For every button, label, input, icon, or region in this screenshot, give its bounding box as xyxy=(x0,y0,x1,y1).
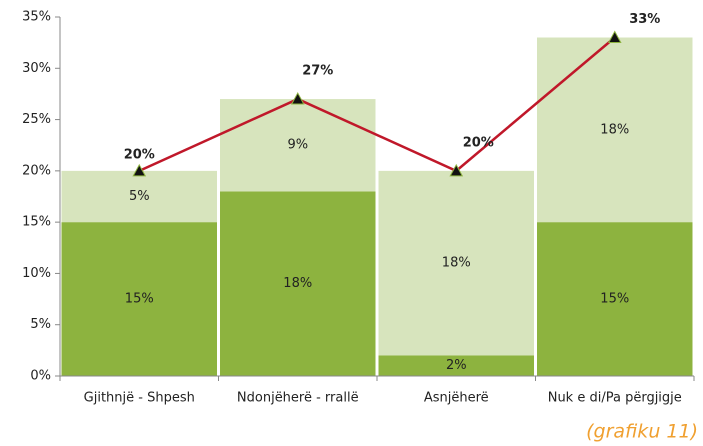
y-tick-label: 20% xyxy=(22,163,51,178)
bar-segment xyxy=(61,222,217,376)
x-tick-label: Gjithnjë - Shpesh xyxy=(84,391,195,406)
bar-segment xyxy=(220,99,376,192)
bar-segment xyxy=(378,355,534,376)
data-label: 2% xyxy=(446,358,467,373)
y-tick-label: 0% xyxy=(30,369,51,384)
y-tick-label: 30% xyxy=(22,61,51,76)
total-label: 20% xyxy=(463,135,494,150)
x-tick-label: Asnjëherë xyxy=(424,391,489,406)
x-tick-label: Nuk e di/Pa përgjigje xyxy=(548,391,682,406)
total-label: 33% xyxy=(629,12,660,27)
total-line xyxy=(138,36,616,173)
line-marker xyxy=(290,92,305,105)
bar-segment xyxy=(61,170,217,223)
y-tick-label: 25% xyxy=(22,112,51,127)
line-marker xyxy=(132,163,147,177)
total-label: 27% xyxy=(302,64,333,79)
data-label: 15% xyxy=(125,292,154,307)
data-label: 18% xyxy=(600,122,629,137)
y-tick-label: 10% xyxy=(22,266,51,281)
line-marker xyxy=(449,163,464,177)
x-tick-label: Ndonjëherë - rrallë xyxy=(237,391,359,406)
bar-segment xyxy=(378,170,534,356)
y-tick-label: 15% xyxy=(22,215,51,230)
total-label: 20% xyxy=(124,147,155,162)
data-label: 9% xyxy=(287,138,308,153)
data-label: 18% xyxy=(283,276,312,291)
y-tick-label: 35% xyxy=(22,10,51,25)
data-label: 15% xyxy=(600,292,629,307)
bar-segment xyxy=(220,191,376,376)
caption: (grafiku 11) xyxy=(586,421,698,443)
data-label: 18% xyxy=(442,256,471,271)
line-marker xyxy=(607,30,622,44)
data-label: 5% xyxy=(129,189,150,204)
y-tick-label: 5% xyxy=(30,317,51,332)
bar-segment xyxy=(537,222,693,376)
bar-segment xyxy=(537,37,693,223)
